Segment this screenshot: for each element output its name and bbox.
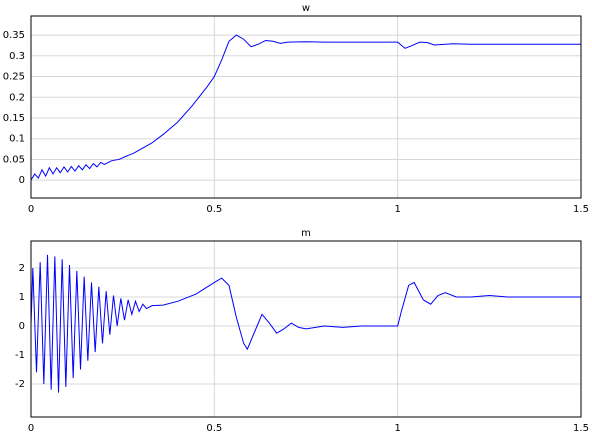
plot-area: [30, 15, 582, 199]
y-tick-label: 0.1: [9, 134, 25, 145]
y-tick-label: -2: [15, 379, 25, 390]
x-tick-label: 1.5: [573, 204, 589, 215]
y-tick-label: 1: [19, 292, 25, 303]
y-tick-label: 2: [19, 263, 25, 274]
y-tick-label: 0.35: [3, 30, 25, 41]
data-line: [30, 34, 581, 181]
y-tick-label: 0.2: [9, 92, 25, 103]
y-tick-label: 0.25: [3, 72, 25, 83]
x-tick-label: 0: [28, 204, 34, 215]
axes-frame: [30, 240, 582, 418]
data-line: [30, 254, 581, 393]
axes-frame: [30, 15, 582, 199]
y-tick-label: 0: [19, 321, 25, 332]
chart-title: m: [301, 228, 311, 239]
y-tick-label: -1: [15, 350, 25, 361]
y-tick-label: 0.05: [3, 154, 25, 165]
x-tick-label: 0.5: [206, 423, 222, 434]
y-tick-label: 0.15: [3, 113, 25, 124]
x-tick-label: 1: [394, 423, 400, 434]
x-tick-label: 0: [28, 423, 34, 434]
x-tick-label: 0.5: [206, 204, 222, 215]
x-tick-label: 1: [394, 204, 400, 215]
y-tick-label: 0.3: [9, 51, 25, 62]
chart-title: w: [302, 3, 310, 14]
x-tick-label: 1.5: [573, 423, 589, 434]
y-tick-label: 0: [19, 175, 25, 186]
